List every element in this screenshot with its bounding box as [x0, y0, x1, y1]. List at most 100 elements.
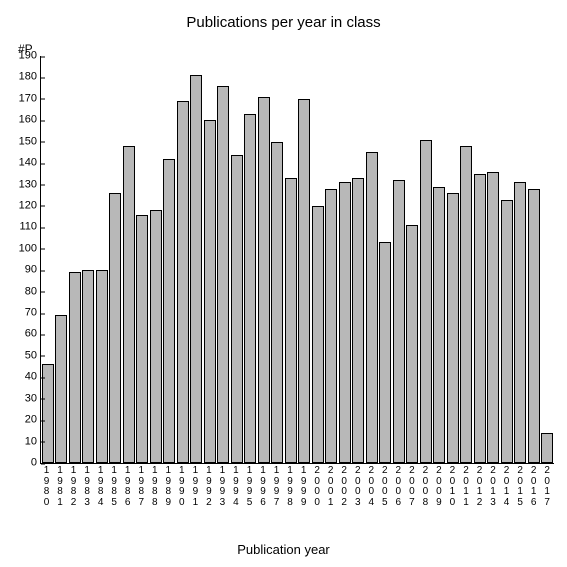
x-tick-label: 2017	[541, 466, 555, 508]
chart-title: Publications per year in class	[0, 14, 567, 31]
y-tick: 190	[7, 51, 41, 62]
bar	[42, 364, 54, 463]
bar	[96, 270, 108, 463]
x-tick-label: 1992	[202, 466, 216, 508]
bars-group	[41, 56, 554, 463]
bar-slot	[406, 56, 420, 463]
bar-slot	[514, 56, 528, 463]
x-tick-label: 2012	[473, 466, 487, 508]
bar-slot	[365, 56, 379, 463]
y-tick: 140	[7, 158, 41, 169]
bar	[501, 200, 513, 463]
bar-slot	[527, 56, 541, 463]
bar-slot	[473, 56, 487, 463]
x-axis-title: Publication year	[0, 542, 567, 557]
bar-slot	[203, 56, 217, 463]
bar	[69, 272, 81, 463]
x-tick-label: 1999	[297, 466, 311, 508]
y-tick: 40	[7, 372, 41, 383]
y-tick: 170	[7, 93, 41, 104]
bar	[528, 189, 540, 463]
y-tick: 130	[7, 179, 41, 190]
bar	[204, 120, 216, 463]
x-tick-label: 2010	[446, 466, 460, 508]
x-tick-label: 1996	[257, 466, 271, 508]
bar-slot	[95, 56, 109, 463]
bar	[447, 193, 459, 463]
bar	[433, 187, 445, 463]
bar	[177, 101, 189, 463]
y-tick: 60	[7, 329, 41, 340]
y-tick: 50	[7, 350, 41, 361]
x-tick-label: 1991	[189, 466, 203, 508]
x-tick-label: 2003	[351, 466, 365, 508]
bar-slot	[379, 56, 393, 463]
bar-slot	[149, 56, 163, 463]
x-tick-label: 1988	[148, 466, 162, 508]
y-tick: 0	[7, 458, 41, 469]
x-tick-label: 2001	[324, 466, 338, 508]
bar-slot	[41, 56, 55, 463]
bar	[541, 433, 553, 463]
bar	[474, 174, 486, 463]
x-tick-label: 1995	[243, 466, 257, 508]
bar-slot	[163, 56, 177, 463]
bar	[123, 146, 135, 463]
bar-slot	[419, 56, 433, 463]
bar	[136, 215, 148, 463]
x-tick-label: 1989	[162, 466, 176, 508]
bar	[325, 189, 337, 463]
x-tick-label: 2013	[487, 466, 501, 508]
bar-slot	[244, 56, 258, 463]
x-tick-label: 2008	[419, 466, 433, 508]
bar-slot	[217, 56, 231, 463]
x-tick-label: 1983	[81, 466, 95, 508]
x-tick-label: 2007	[405, 466, 419, 508]
y-tick: 30	[7, 393, 41, 404]
x-tick-label: 1980	[40, 466, 54, 508]
bar	[406, 225, 418, 463]
bar	[285, 178, 297, 463]
bar	[150, 210, 162, 463]
bar	[55, 315, 67, 463]
bar-slot	[82, 56, 96, 463]
x-tick-label: 2002	[338, 466, 352, 508]
x-tick-label: 2015	[514, 466, 528, 508]
x-tick-label: 2004	[365, 466, 379, 508]
x-tick-label: 1985	[108, 466, 122, 508]
x-tick-label: 2005	[378, 466, 392, 508]
bar-slot	[325, 56, 339, 463]
bar-slot	[136, 56, 150, 463]
bar-slot	[109, 56, 123, 463]
bar-slot	[230, 56, 244, 463]
x-tick-label: 1997	[270, 466, 284, 508]
x-tick-label: 1982	[67, 466, 81, 508]
bar	[366, 152, 378, 463]
bar	[231, 155, 243, 463]
bar-slot	[271, 56, 285, 463]
bar-slot	[338, 56, 352, 463]
x-tick-label: 1984	[94, 466, 108, 508]
bar-slot	[460, 56, 474, 463]
y-tick: 80	[7, 286, 41, 297]
bar	[244, 114, 256, 463]
bar	[217, 86, 229, 463]
x-tick-label: 1981	[54, 466, 68, 508]
y-tick: 110	[7, 222, 41, 233]
bar-slot	[433, 56, 447, 463]
bar-slot	[190, 56, 204, 463]
bar	[190, 75, 202, 463]
bar	[379, 242, 391, 463]
bar-slot	[392, 56, 406, 463]
y-tick: 90	[7, 265, 41, 276]
y-tick: 120	[7, 200, 41, 211]
x-tick-label: 1993	[216, 466, 230, 508]
x-tick-label: 1986	[121, 466, 135, 508]
x-tick-label: 2006	[392, 466, 406, 508]
y-tick: 150	[7, 136, 41, 147]
bar	[271, 142, 283, 463]
bar-slot	[298, 56, 312, 463]
bar-slot	[487, 56, 501, 463]
bar	[460, 146, 472, 463]
x-tick-label: 1990	[175, 466, 189, 508]
